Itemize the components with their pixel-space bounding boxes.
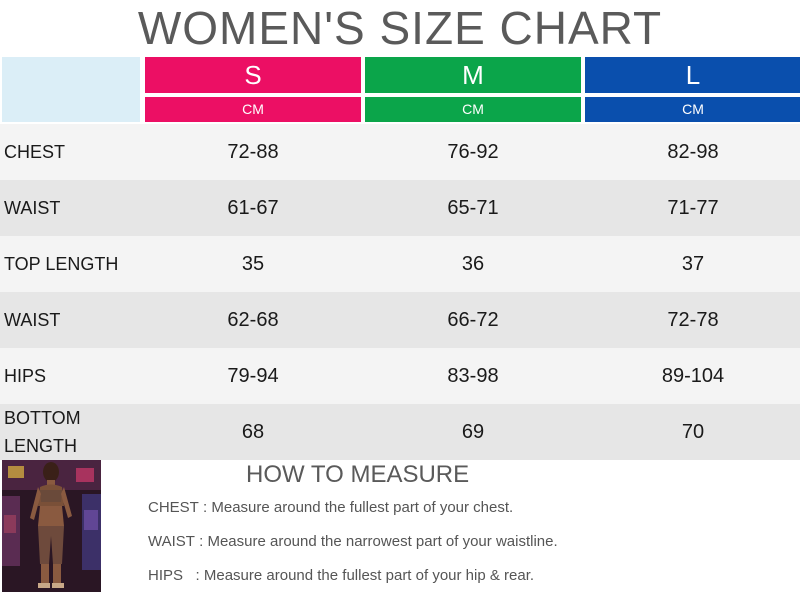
cell-s: 35 <box>241 253 265 275</box>
cell-m: 66-72 <box>447 309 499 331</box>
measure-key: WAIST : <box>148 533 204 550</box>
size-header-l: L <box>585 57 800 93</box>
cell-s: 72-88 <box>227 141 279 163</box>
table-row: TOP LENGTH 35 36 37 <box>0 236 800 292</box>
cell-s: 61-67 <box>227 197 279 219</box>
row-label: WAIST <box>4 198 61 218</box>
cell-l: 71-77 <box>667 197 719 219</box>
how-to-measure-title: HOW TO MEASURE <box>246 461 470 488</box>
cell-s: 79-94 <box>227 365 279 387</box>
measure-key: CHEST : <box>148 499 208 516</box>
model-photo <box>2 460 101 592</box>
unit-header-m: CM <box>365 97 581 122</box>
measure-instruction-waist: WAIST : Measure around the narrowest par… <box>148 532 558 552</box>
cell-m: 83-98 <box>447 365 499 387</box>
cell-m: 69 <box>461 421 485 443</box>
table-row: WAIST 62-68 66-72 72-78 <box>0 292 800 348</box>
measure-instruction-hips: HIPS : Measure around the fullest part o… <box>148 566 534 586</box>
row-label: TOP LENGTH <box>4 254 119 274</box>
cell-l: 82-98 <box>667 141 719 163</box>
cell-m: 36 <box>461 253 485 275</box>
table-row: CHEST 72-88 76-92 82-98 <box>0 124 800 180</box>
row-label: HIPS <box>4 366 47 386</box>
table-row: BOTTOM LENGTH 68 69 70 <box>0 404 800 460</box>
cell-l: 37 <box>681 253 705 275</box>
measure-text: Measure around the narrowest part of you… <box>207 533 558 550</box>
unit-header-s: CM <box>145 97 361 122</box>
cell-s: 68 <box>241 421 265 443</box>
cell-l: 70 <box>681 421 705 443</box>
cell-l: 72-78 <box>667 309 719 331</box>
measure-instruction-chest: CHEST : Measure around the fullest part … <box>148 498 513 518</box>
cell-s: 62-68 <box>227 309 279 331</box>
size-header-m: M <box>365 57 581 93</box>
row-label: WAIST <box>4 310 61 330</box>
table-row: WAIST 61-67 65-71 71-77 <box>0 180 800 236</box>
measure-key: HIPS : <box>148 567 200 584</box>
row-label: BOTTOM LENGTH <box>4 408 81 456</box>
model-photo-illustration <box>2 460 101 592</box>
header-corner-cell <box>2 57 140 122</box>
measure-text: Measure around the fullest part of your … <box>211 499 514 516</box>
cell-m: 65-71 <box>447 197 499 219</box>
unit-header-l: CM <box>585 97 800 122</box>
cell-l: 89-104 <box>661 365 725 387</box>
row-label: CHEST <box>4 142 66 162</box>
cell-m: 76-92 <box>447 141 499 163</box>
table-row: HIPS 79-94 83-98 89-104 <box>0 348 800 404</box>
measure-text: Measure around the fullest part of your … <box>203 567 535 584</box>
page-title: WOMEN'S SIZE CHART <box>137 2 663 54</box>
size-header-s: S <box>145 57 361 93</box>
